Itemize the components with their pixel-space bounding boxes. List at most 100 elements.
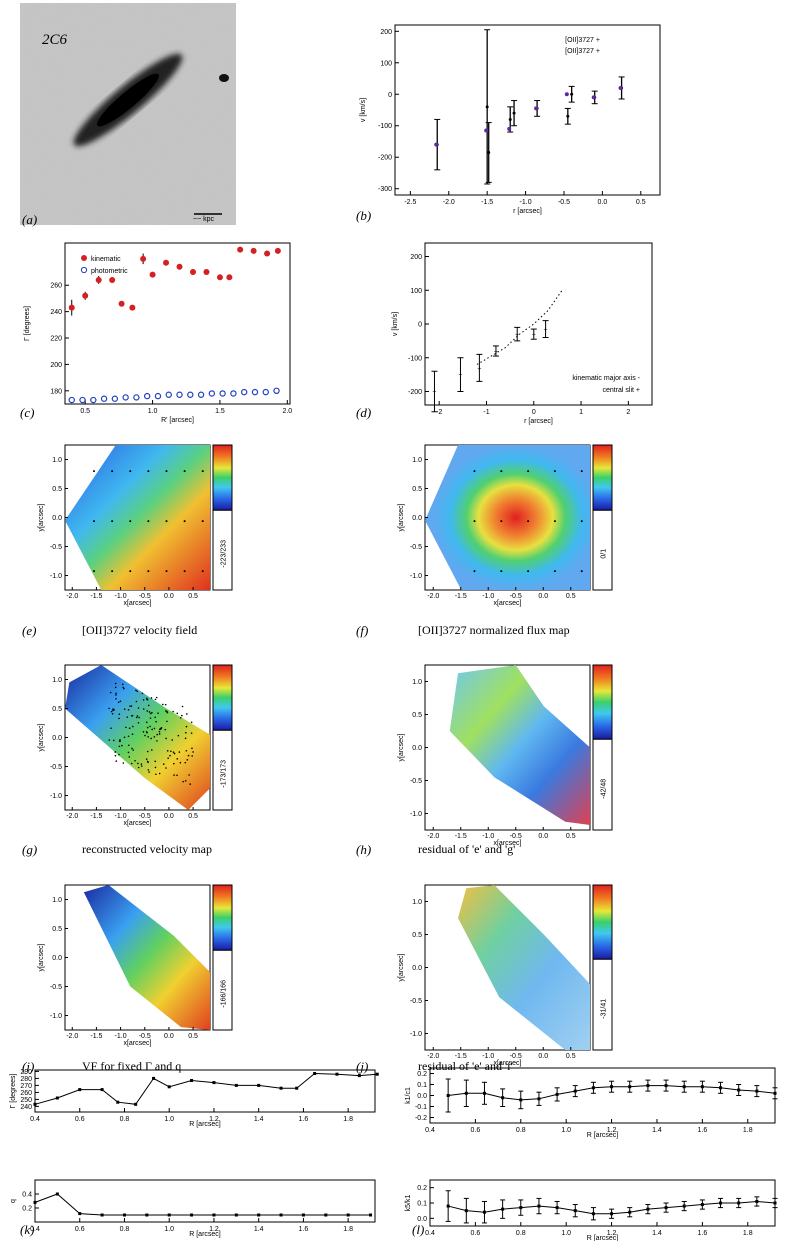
x-tick-label: -1.5: [455, 593, 467, 600]
map-sample-dot: [132, 725, 134, 728]
data-point-slit: +: [477, 365, 481, 372]
map-sample-dot: [93, 570, 95, 573]
x-tick-label: -1.5: [90, 813, 102, 820]
y-tick-label: 200: [380, 29, 392, 36]
x-tick-label: 0.5: [566, 1053, 576, 1060]
map-sample-dot: [201, 470, 204, 473]
y-tick-label: 1.0: [52, 897, 62, 904]
profile-line-k-top: [34, 1072, 378, 1105]
x-tick-label: 1.2: [209, 1226, 219, 1233]
y-axis-label: Γ [degrees]: [24, 306, 31, 341]
data-point-kinematic: [82, 292, 89, 299]
y-tick-label: -0.5: [50, 764, 62, 771]
profile-point: [55, 1096, 59, 1100]
map-sample-dot: [190, 732, 193, 734]
data-point-kinematic: [274, 247, 281, 254]
map-sample-dot: [118, 713, 121, 716]
plot-frame-c: [64, 242, 291, 405]
y-axis-label: y[arcsec]: [398, 503, 405, 531]
y-tick-label: -1.0: [410, 811, 422, 818]
profile-point: [134, 1102, 138, 1106]
map-sample-dot: [183, 520, 186, 523]
x-tick-label: 0.6: [75, 1116, 85, 1123]
plot-frame-b: [394, 24, 661, 196]
x-tick-label: 2.0: [282, 408, 292, 415]
map-sample-dot: [166, 711, 169, 714]
map-panel-f: -2.0 -1.5 -1.0 -0.5 0.0 0.51.00.50.0-0.5-1.0x…: [398, 444, 613, 607]
map-sample-dot: [473, 470, 476, 473]
map-sample-dot: [166, 720, 168, 723]
profile-point: [167, 1085, 171, 1089]
map-sample-dot: [114, 682, 117, 685]
data-point-kinematic: [118, 300, 125, 307]
map-sample-dot: [173, 774, 175, 776]
map-field-j: [458, 885, 590, 1050]
map-field-e: [65, 445, 210, 590]
x-tick-label: 1.6: [299, 1226, 309, 1233]
map-sample-dot: [128, 756, 131, 758]
map-sample-dot: [158, 772, 161, 775]
map-sample-dot: [179, 717, 182, 719]
colorbar-i: [212, 884, 233, 951]
data-point-kinematic: [176, 263, 183, 270]
profile-line-k-bottom: [34, 1193, 371, 1216]
map-sample-dot: [123, 708, 126, 710]
x-tick-label: 0.0: [164, 1033, 174, 1040]
x-tick-label: 0.8: [120, 1226, 130, 1233]
map-sample-dot: [165, 520, 168, 523]
map-sample-dot: [135, 700, 138, 703]
profile-point: [375, 1072, 379, 1076]
colorbar-range-i: -166/166: [221, 980, 228, 1008]
map-sample-dot: [164, 728, 167, 731]
y-tick-label: 280: [20, 1076, 32, 1083]
profile-point: [555, 1092, 559, 1096]
chart-l-top: 0.4 0.6 0.8 1.0 1.2 1.4 1.6 1.8 -0.2 -0.1 0.0 0.1 0.…: [405, 1067, 778, 1139]
profile-point: [100, 1213, 104, 1217]
y-tick-label: 1.0: [412, 679, 422, 686]
data-point-slit: +: [432, 389, 436, 396]
data-point-photometric: [154, 392, 162, 400]
map-sample-dot: [147, 520, 150, 523]
map-sample-dot: [111, 470, 114, 473]
data-point-purple: [618, 85, 623, 90]
x-tick-label: 1.2: [209, 1116, 219, 1123]
x-tick-label: -1.5: [481, 199, 493, 206]
x-tick-label: 1.8: [343, 1226, 353, 1233]
map-sample-dot: [580, 470, 583, 473]
map-sample-dot: [580, 570, 583, 573]
map-sample-dot: [115, 692, 117, 695]
map-field-g: [65, 665, 210, 810]
panel-letter-l: (l): [412, 1222, 425, 1237]
x-tick-label: -1.5: [90, 593, 102, 600]
map-sample-dot: [131, 714, 134, 717]
map-sample-dot: [142, 699, 145, 701]
y-tick-label: 0.5: [52, 706, 62, 713]
y-tick-label: -100: [378, 123, 392, 130]
y-tick-label: 1.0: [52, 677, 62, 684]
map-sample-dot: [126, 716, 129, 718]
scale-bar-label: ~~ kpc: [193, 216, 215, 223]
y-tick-label: 240: [20, 1104, 32, 1111]
x-tick-label: 1.4: [254, 1226, 264, 1233]
map-sample-dot: [123, 736, 126, 739]
data-point-photometric: [197, 391, 205, 398]
map-sample-dot: [145, 730, 148, 733]
map-sample-dot: [127, 751, 130, 754]
y-tick-label: 0.5: [52, 486, 62, 493]
x-tick-label: -1.0: [115, 593, 127, 600]
data-point-kinematic: [95, 276, 102, 283]
profile-point: [682, 1204, 686, 1208]
map-sample-dot: [147, 470, 150, 473]
map-sample-dot: [165, 767, 167, 769]
map-sample-dot: [129, 570, 132, 573]
map-sample-dot: [111, 712, 114, 715]
map-sample-dot: [132, 749, 135, 751]
y-tick-label: 0.1: [417, 1201, 427, 1208]
y-tick-label: 0.0: [417, 1093, 427, 1100]
map-sample-dot: [125, 726, 127, 729]
profile-point: [295, 1086, 299, 1090]
data-point-photometric: [100, 395, 108, 402]
y-tick-label: -1.0: [410, 573, 422, 580]
x-tick-label: 1.6: [698, 1230, 708, 1237]
